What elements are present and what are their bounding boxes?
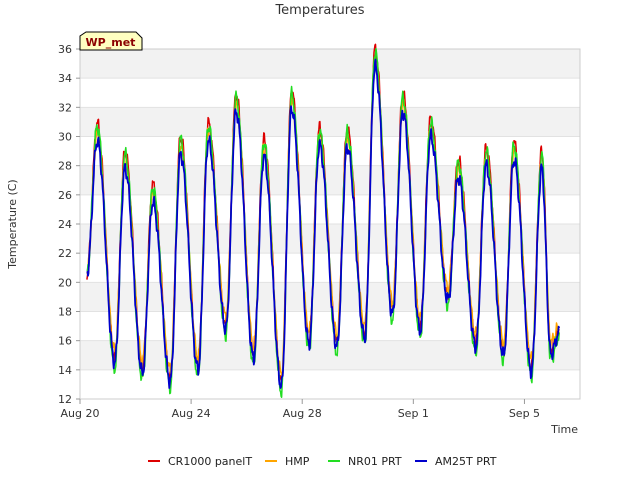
x-axis: Aug 20 Aug 24 Aug 28 Sep 1 Sep 5 xyxy=(61,399,541,420)
grid-band xyxy=(80,49,580,78)
station-badge-label: WP_met xyxy=(86,36,136,49)
y-axis: 12 14 16 18 20 22 24 26 28 30 32 34 36 xyxy=(58,43,80,406)
legend: CR1000 panelT HMP NR01 PRT AM25T PRT xyxy=(148,455,497,468)
y-tick-label: 22 xyxy=(58,247,72,260)
legend-label: CR1000 panelT xyxy=(168,455,252,468)
y-tick-label: 20 xyxy=(58,276,72,289)
y-tick-label: 28 xyxy=(58,160,72,173)
y-tick-label: 30 xyxy=(58,131,72,144)
x-tick-label: Sep 5 xyxy=(509,407,540,420)
y-tick-label: 18 xyxy=(58,306,72,319)
grid-band xyxy=(80,107,580,136)
temperature-chart: Temperatures 12141618202224262830323436 … xyxy=(0,0,640,480)
y-tick-label: 24 xyxy=(58,218,72,231)
x-tick-label: Aug 28 xyxy=(283,407,322,420)
y-tick-label: 32 xyxy=(58,101,72,114)
x-axis-title: Time xyxy=(550,423,578,436)
y-tick-label: 26 xyxy=(58,189,72,202)
legend-label: AM25T PRT xyxy=(435,455,497,468)
legend-label: NR01 PRT xyxy=(348,455,402,468)
station-badge: WP_met xyxy=(80,32,142,50)
y-tick-label: 34 xyxy=(58,72,72,85)
y-tick-label: 36 xyxy=(58,43,72,56)
y-tick-label: 12 xyxy=(58,393,72,406)
y-axis-title: Temperature (C) xyxy=(6,179,19,269)
y-tick-label: 14 xyxy=(58,364,72,377)
legend-label: HMP xyxy=(285,455,310,468)
x-tick-label: Aug 24 xyxy=(172,407,211,420)
x-tick-label: Aug 20 xyxy=(61,407,100,420)
y-tick-label: 16 xyxy=(58,335,72,348)
x-tick-label: Sep 1 xyxy=(398,407,429,420)
grid-band xyxy=(80,224,580,253)
chart-title: Temperatures xyxy=(274,3,364,18)
